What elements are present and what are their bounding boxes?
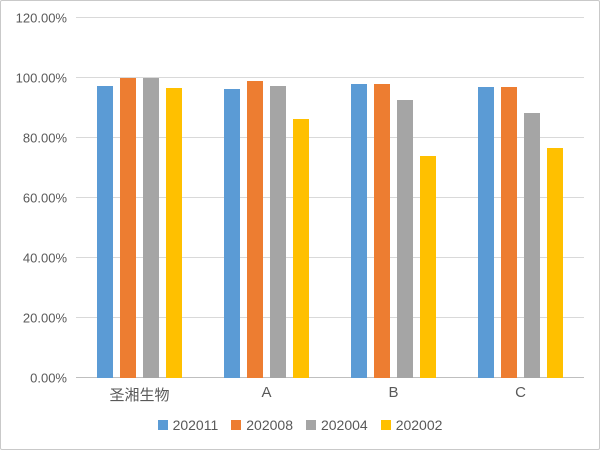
legend-label: 202002: [395, 417, 443, 433]
legend-swatch-icon: [231, 420, 242, 430]
y-axis-tick-label: 20.00%: [22, 310, 67, 326]
x-axis-category-label: A: [261, 384, 272, 401]
gridline: [76, 137, 584, 138]
y-axis-tick-labels: 0.00% 20.00% 40.00% 60.00% 80.00% 100.00% 120.…: [1, 12, 67, 385]
y-axis-tick-label: 40.00%: [22, 250, 67, 266]
legend-swatch-icon: [380, 420, 391, 430]
bar-202002-圣湘生物: [166, 87, 182, 378]
gridline: [76, 257, 584, 258]
bar-group-圣湘生物: [76, 18, 203, 378]
x-axis-category-label: B: [388, 384, 399, 401]
y-axis-tick-label: 120.00%: [15, 10, 67, 26]
bar-202011-C: [478, 87, 494, 378]
bar-202004-B: [397, 99, 413, 378]
gridline: [76, 17, 584, 18]
y-axis-tick-label: 80.00%: [22, 130, 67, 146]
bar-202004-C: [524, 113, 540, 378]
x-axis-line: [76, 377, 584, 378]
bar-202002-C: [547, 147, 563, 378]
gridline: [76, 197, 584, 198]
y-axis-tick-label: 100.00%: [15, 70, 67, 86]
legend-swatch-icon: [157, 420, 168, 430]
bar-202004-A: [270, 86, 286, 378]
bar-202011-B: [351, 84, 367, 378]
bar-202011-圣湘生物: [97, 86, 113, 378]
legend: 202011 202008 202004 202002: [1, 417, 599, 433]
bar-202008-B: [374, 84, 390, 378]
legend-item-202011: 202011: [157, 417, 219, 433]
bar-groups: [76, 18, 584, 378]
gridline: [76, 77, 584, 78]
gridline: [76, 317, 584, 318]
bar-202004-圣湘生物: [143, 78, 159, 378]
bar-202008-圣湘生物: [120, 78, 136, 378]
legend-item-202002: 202002: [380, 417, 443, 433]
legend-label: 202008: [246, 417, 293, 433]
x-axis-category-label: C: [515, 384, 526, 401]
legend-item-202004: 202004: [305, 417, 368, 433]
bar-202008-A: [247, 81, 263, 378]
bar-group-B: [330, 18, 457, 378]
gridlines: [76, 17, 584, 378]
bar-202011-A: [224, 89, 240, 378]
bar-202008-C: [501, 87, 517, 378]
y-axis-tick-label: 60.00%: [22, 190, 67, 206]
bar-202002-A: [293, 118, 309, 378]
plot-area: [76, 17, 584, 378]
bar-202002-B: [420, 156, 436, 378]
bar-group-A: [203, 18, 330, 378]
x-axis-category-label: 圣湘生物: [109, 387, 170, 404]
bar-group-C: [457, 18, 584, 378]
x-axis-category-labels: 圣湘生物 A B C: [76, 384, 584, 405]
legend-swatch-icon: [305, 420, 316, 430]
legend-item-202008: 202008: [231, 417, 293, 433]
legend-label: 202011: [172, 417, 219, 433]
legend-label: 202004: [320, 417, 368, 433]
y-axis-tick-label: 0.00%: [30, 370, 67, 386]
